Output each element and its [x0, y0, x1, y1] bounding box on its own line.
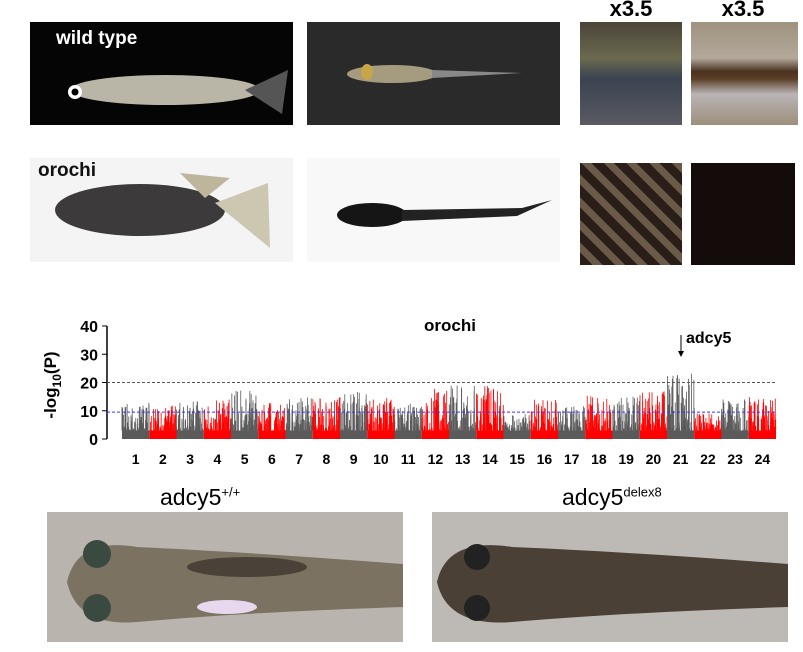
chromosome-2-points [148, 405, 177, 439]
chromosome-label: 13 [455, 451, 471, 467]
chromosome-3-points [176, 401, 204, 439]
annotation-arrow [678, 335, 684, 357]
chromosome-20-points [639, 391, 668, 439]
chromosome-label: 10 [373, 451, 389, 467]
chart-title: orochi [424, 316, 476, 335]
chromosome-band [258, 430, 286, 439]
adcy5-wt-label: adcy5+/+ [160, 484, 241, 510]
magnification-label-2: x3.5 [721, 0, 765, 21]
wild-type-skin-zoom-2 [691, 22, 798, 125]
adcy5-mutant-larva-photo [432, 512, 788, 642]
chromosome-band [748, 430, 776, 439]
chromosome-10-points [366, 398, 395, 439]
chromosome-label: 2 [159, 451, 167, 467]
annotation-label: adcy5 [686, 330, 731, 347]
y-tick-label: 30 [80, 347, 98, 364]
chromosome-4-points [203, 399, 232, 439]
chromosome-band [721, 430, 749, 439]
chromosome-label: 8 [322, 451, 330, 467]
chromosome-label: 1 [132, 451, 140, 467]
chromosome-label: 14 [482, 451, 498, 467]
orochi-lateral-photo [30, 158, 293, 262]
chromosome-23-points [721, 399, 750, 439]
chromosome-label: 4 [213, 451, 221, 467]
chromosome-label: 16 [537, 451, 553, 467]
chromosome-label: 19 [618, 451, 634, 467]
chromosome-band [176, 430, 204, 439]
chromosome-label: 15 [509, 451, 525, 467]
chromosome-band [149, 430, 177, 439]
chromosome-label: 23 [727, 451, 743, 467]
chromosome-label: 20 [646, 451, 662, 467]
chromosome-band [394, 430, 422, 439]
chromosome-band [639, 430, 667, 439]
adcy5-wt-larva-photo [47, 512, 403, 642]
orochi-dorsal-photo [307, 158, 560, 262]
chromosome-19-points [612, 396, 640, 439]
magnification-label-1: x3.5 [609, 0, 653, 21]
chromosome-band [312, 430, 340, 439]
chromosome-band [612, 430, 640, 439]
chromosome-band [667, 430, 695, 439]
chromosome-label: 11 [401, 451, 416, 467]
y-tick-label: 0 [89, 432, 98, 449]
chromosome-band [122, 430, 150, 439]
chromosome-24-points [748, 397, 777, 439]
chromosome-16-points [530, 399, 558, 439]
chromosome-15-points [503, 414, 532, 439]
chromosome-13-points [448, 385, 477, 439]
chromosome-21-points [666, 373, 695, 439]
svg-text:-log10(P): -log10(P) [41, 351, 64, 418]
chromosome-label: 17 [564, 451, 580, 467]
chromosome-14-points [475, 386, 504, 439]
chromosome-label: 24 [755, 451, 771, 467]
y-tick-label: 20 [80, 376, 98, 393]
chromosome-band [503, 430, 531, 439]
chromosome-band [367, 430, 395, 439]
chromosome-22-points [693, 413, 722, 439]
chromosome-label: 6 [268, 451, 276, 467]
chromosome-band [231, 430, 259, 439]
chromosome-label: 22 [700, 451, 716, 467]
chromosome-7-points [285, 397, 313, 439]
y-axis-label: -log10(P) [41, 351, 64, 418]
orochi-skin-zoom-1 [580, 163, 682, 265]
chromosome-band [421, 430, 449, 439]
chromosome-band [530, 430, 558, 439]
wild-type-label: wild type [56, 28, 138, 49]
chromosome-label: 5 [241, 451, 249, 467]
chromosome-9-points [339, 392, 368, 439]
orochi-label: orochi [38, 160, 97, 181]
chromosome-band [203, 430, 231, 439]
wild-type-dorsal-photo [307, 22, 560, 125]
chromosome-label: 9 [350, 451, 358, 467]
chromosome-11-points [394, 403, 422, 439]
chromosome-8-points [312, 397, 341, 439]
adcy5-mutant-label: adcy5delex8 [562, 484, 662, 510]
chromosome-band [585, 430, 613, 439]
chromosome-band [558, 430, 586, 439]
chromosome-band [340, 430, 368, 439]
chromosome-band [449, 430, 477, 439]
chromosome-label: 21 [673, 451, 689, 467]
chromosome-18-points [585, 395, 613, 439]
y-tick-label: 40 [80, 319, 98, 336]
chromosome-6-points [257, 403, 286, 439]
chromosome-label: 12 [428, 451, 444, 467]
chromosome-5-points [230, 390, 259, 439]
chromosome-12-points [421, 388, 450, 439]
chromosome-band [694, 430, 722, 439]
wild-type-skin-zoom-1 [580, 22, 682, 125]
chromosome-1-points [121, 402, 150, 439]
wild-type-lateral-photo [30, 22, 293, 125]
orochi-skin-zoom-2 [691, 163, 795, 265]
chromosome-band [476, 430, 504, 439]
y-tick-label: 10 [80, 404, 98, 421]
chromosome-17-points [557, 406, 586, 439]
chromosome-band [285, 430, 313, 439]
chromosome-label: 7 [295, 451, 303, 467]
chromosome-label: 18 [591, 451, 607, 467]
chromosome-label: 3 [186, 451, 194, 467]
